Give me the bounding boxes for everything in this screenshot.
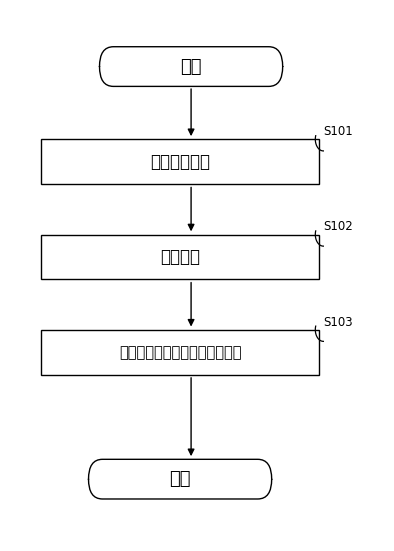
Text: 認証処理: 認証処理 [160, 248, 200, 266]
FancyBboxPatch shape [99, 47, 282, 87]
Bar [41, 139, 319, 184]
Text: 開始: 開始 [180, 57, 202, 75]
FancyBboxPatch shape [89, 460, 272, 499]
Text: S101: S101 [324, 125, 353, 138]
Text: S103: S103 [324, 316, 353, 328]
Bar [41, 235, 319, 279]
Text: S102: S102 [324, 220, 353, 234]
Text: 認証結果に応じてログイン処理: 認証結果に応じてログイン処理 [119, 345, 242, 360]
Bar [41, 329, 319, 375]
Text: 認証情報取得: 認証情報取得 [150, 153, 210, 171]
Text: 終了: 終了 [169, 470, 191, 488]
